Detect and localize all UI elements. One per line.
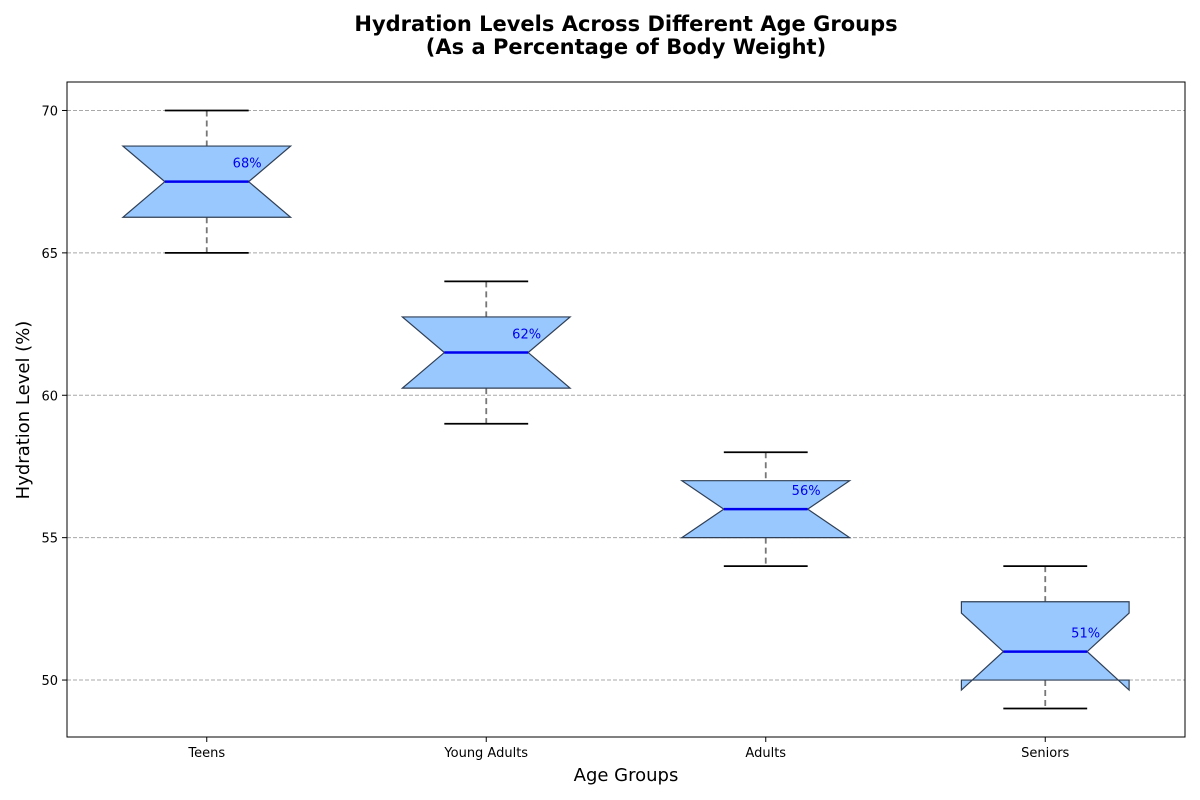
- x-tick-label: Seniors: [1021, 746, 1069, 761]
- box-teens: 68%: [121, 109, 293, 254]
- chart-title-line1: Hydration Levels Across Different Age Gr…: [354, 12, 897, 36]
- box-young-adults: 62%: [400, 280, 572, 425]
- x-tick-label: Adults: [745, 746, 786, 761]
- box-plots: 68% 62% 56% 51%: [121, 109, 1130, 710]
- box-adults: 56%: [679, 451, 852, 568]
- x-tick-label: Teens: [187, 746, 225, 761]
- y-tick-label: 65: [41, 247, 58, 262]
- y-tick-label: 60: [41, 389, 58, 404]
- median-label: 68%: [233, 157, 262, 172]
- x-axis-label: Age Groups: [574, 765, 679, 786]
- y-tick-label: 70: [41, 104, 58, 119]
- chart-title-line2: (As a Percentage of Body Weight): [426, 35, 826, 59]
- box-seniors: 51%: [960, 565, 1130, 710]
- axes: 50 55 60 65 70 Teens Young Adults Adults Seniors: [41, 104, 1069, 761]
- box-body: [960, 601, 1130, 692]
- median-label: 56%: [792, 484, 821, 499]
- median-label: 51%: [1071, 627, 1100, 642]
- y-tick-label: 50: [41, 674, 58, 689]
- plot-frame: [66, 81, 1186, 738]
- median-label: 62%: [512, 328, 541, 343]
- x-tick-label: Young Adults: [443, 746, 528, 761]
- y-axis-label: Hydration Level (%): [13, 321, 34, 500]
- y-tick-label: 55: [41, 532, 58, 547]
